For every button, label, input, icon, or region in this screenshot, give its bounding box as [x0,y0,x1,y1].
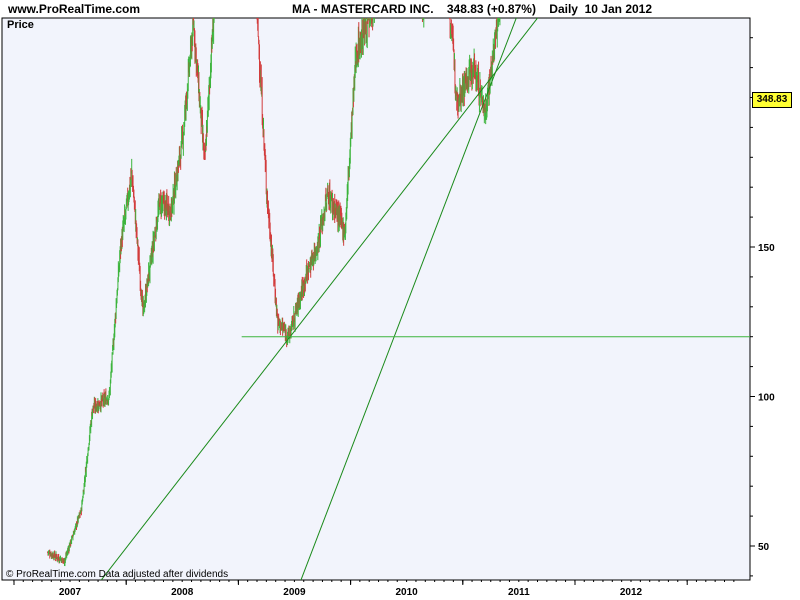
y-axis-label: Price [7,19,34,31]
site-name: www.ProRealTime.com [8,2,141,16]
x-tick-label: 2008 [171,587,194,598]
y-tick-label: 150 [758,243,775,254]
x-tick-label: 2010 [395,587,418,598]
y-tick-label: 50 [758,542,770,553]
plot-content [47,18,750,580]
footer-note: © ProRealTime.com Data adjusted after di… [6,569,229,580]
plot-area [1,17,751,581]
chart-header: www.ProRealTime.com MA - MASTERCARD INC.… [0,0,800,18]
x-tick-label: 2007 [59,587,82,598]
x-tick-label: 2011 [508,587,530,598]
x-tick-label: 2009 [283,587,306,598]
steep-support-trendline [300,18,517,580]
y-tick-label: 100 [758,393,775,404]
chart-title: MA - MASTERCARD INC. 348.83 (+0.87%) Dai… [292,2,653,16]
long-support-trendline [100,18,539,580]
x-tick-label: 2012 [620,587,643,598]
last-price-badge: 348.83 [752,92,792,108]
